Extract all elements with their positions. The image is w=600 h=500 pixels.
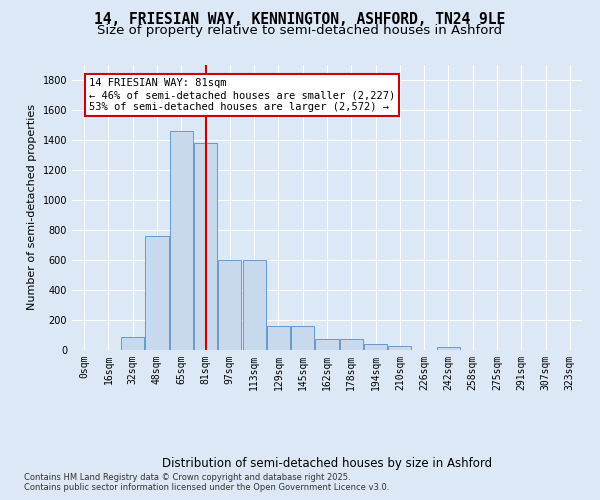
Bar (364, 344, 387, 350)
Text: Size of property relative to semi-detached houses in Ashford: Size of property relative to semi-detach… (97, 24, 503, 37)
Bar (194, 143, 217, 350)
Bar (437, 347, 460, 350)
Y-axis label: Number of semi-detached properties: Number of semi-detached properties (27, 104, 37, 310)
Bar (291, 326, 314, 350)
Text: Contains HM Land Registry data © Crown copyright and database right 2025.
Contai: Contains HM Land Registry data © Crown c… (24, 472, 389, 492)
Bar (145, 236, 169, 350)
Bar (388, 346, 412, 350)
Bar (267, 326, 290, 350)
Text: 14, FRIESIAN WAY, KENNINGTON, ASHFORD, TN24 9LE: 14, FRIESIAN WAY, KENNINGTON, ASHFORD, T… (94, 12, 506, 28)
Bar (121, 336, 144, 350)
Bar (170, 131, 193, 350)
Text: 14 FRIESIAN WAY: 81sqm
← 46% of semi-detached houses are smaller (2,227)
53% of : 14 FRIESIAN WAY: 81sqm ← 46% of semi-det… (89, 78, 395, 112)
Bar (218, 260, 241, 350)
X-axis label: Distribution of semi-detached houses by size in Ashford: Distribution of semi-detached houses by … (162, 457, 492, 470)
Bar (242, 260, 266, 350)
Bar (340, 339, 363, 350)
Bar (316, 339, 338, 350)
